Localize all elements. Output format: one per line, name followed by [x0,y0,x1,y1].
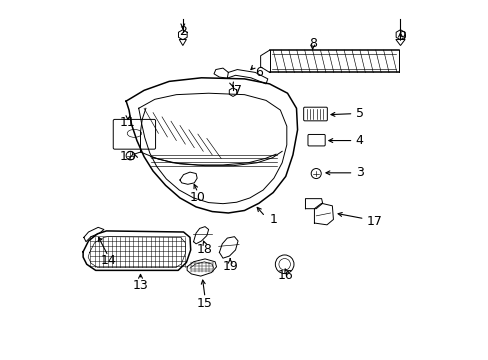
Text: 16: 16 [277,269,293,282]
Text: 3: 3 [355,166,363,179]
Text: 1: 1 [269,213,277,226]
Text: 17: 17 [366,215,382,228]
Text: 15: 15 [197,297,213,310]
Text: 11: 11 [120,116,136,129]
Text: 4: 4 [355,134,363,147]
Text: 8: 8 [308,37,316,50]
Text: 14: 14 [100,254,116,267]
Text: 6: 6 [255,66,263,79]
Text: 10: 10 [189,192,205,204]
Text: 7: 7 [233,84,241,97]
Text: 2: 2 [179,25,187,38]
Text: 18: 18 [197,243,213,256]
Text: 5: 5 [355,107,363,120]
Text: 13: 13 [132,279,148,292]
Text: 12: 12 [120,150,136,163]
Text: 9: 9 [398,30,406,43]
Text: 19: 19 [222,260,238,273]
